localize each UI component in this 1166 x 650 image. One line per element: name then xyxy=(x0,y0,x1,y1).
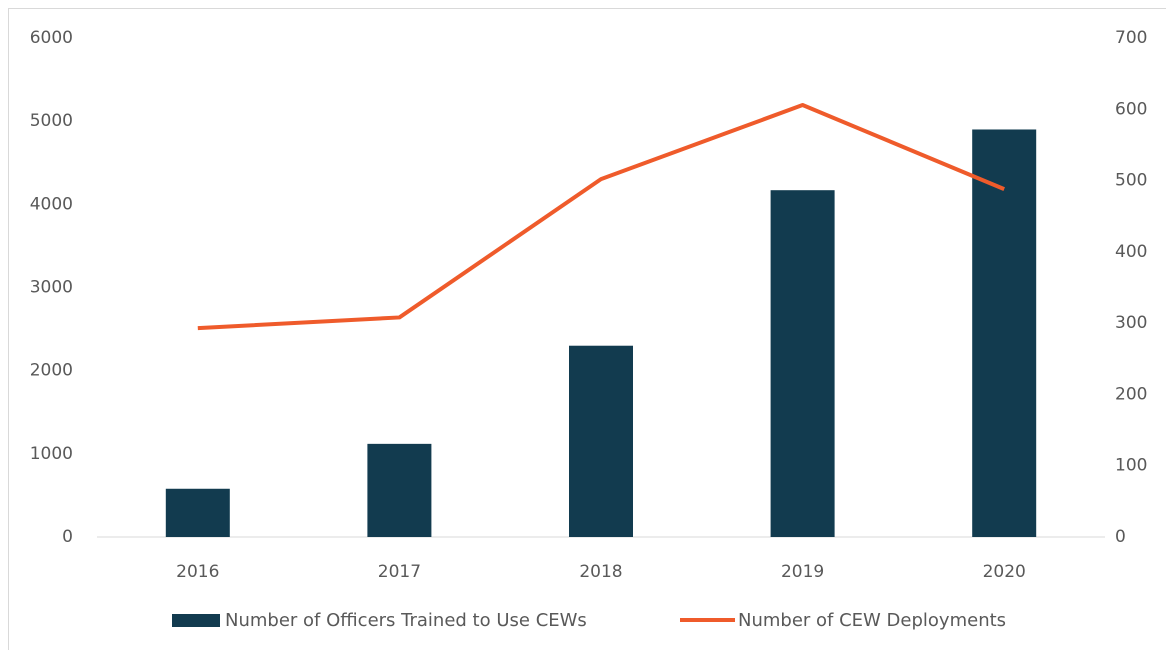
y-tick-label: 2000 xyxy=(30,361,73,381)
bar xyxy=(165,488,230,537)
y-tick-label: 1000 xyxy=(30,444,73,464)
x-tick-label: 2018 xyxy=(579,562,622,582)
y2-tick-label: 400 xyxy=(1115,242,1147,262)
y2-tick-label: 300 xyxy=(1115,313,1147,333)
legend-label: Number of CEW Deployments xyxy=(738,610,1006,631)
y-tick-label: 0 xyxy=(62,527,73,547)
y2-tick-label: 200 xyxy=(1115,384,1147,404)
legend-swatch xyxy=(172,614,220,627)
y-tick-label: 6000 xyxy=(30,28,73,48)
y2-tick-label: 0 xyxy=(1115,527,1126,547)
y-tick-label: 4000 xyxy=(30,194,73,214)
bar xyxy=(569,345,633,537)
y2-tick-label: 700 xyxy=(1115,28,1147,48)
x-tick-label: 2019 xyxy=(781,562,824,582)
legend-label: Number of Officers Trained to Use CEWs xyxy=(225,610,587,631)
y2-tick-label: 600 xyxy=(1115,99,1147,119)
chart-frame xyxy=(8,8,1166,650)
x-tick-label: 2016 xyxy=(176,562,219,582)
bar xyxy=(972,129,1037,537)
y-tick-label: 5000 xyxy=(30,111,73,131)
y-tick-label: 3000 xyxy=(30,278,73,298)
line xyxy=(197,103,1005,331)
bar xyxy=(367,443,432,537)
x-tick-label: 2020 xyxy=(983,562,1026,582)
x-tick-label: 2017 xyxy=(378,562,421,582)
bar xyxy=(770,190,835,537)
y2-tick-label: 100 xyxy=(1115,456,1147,476)
y2-tick-label: 500 xyxy=(1115,171,1147,191)
